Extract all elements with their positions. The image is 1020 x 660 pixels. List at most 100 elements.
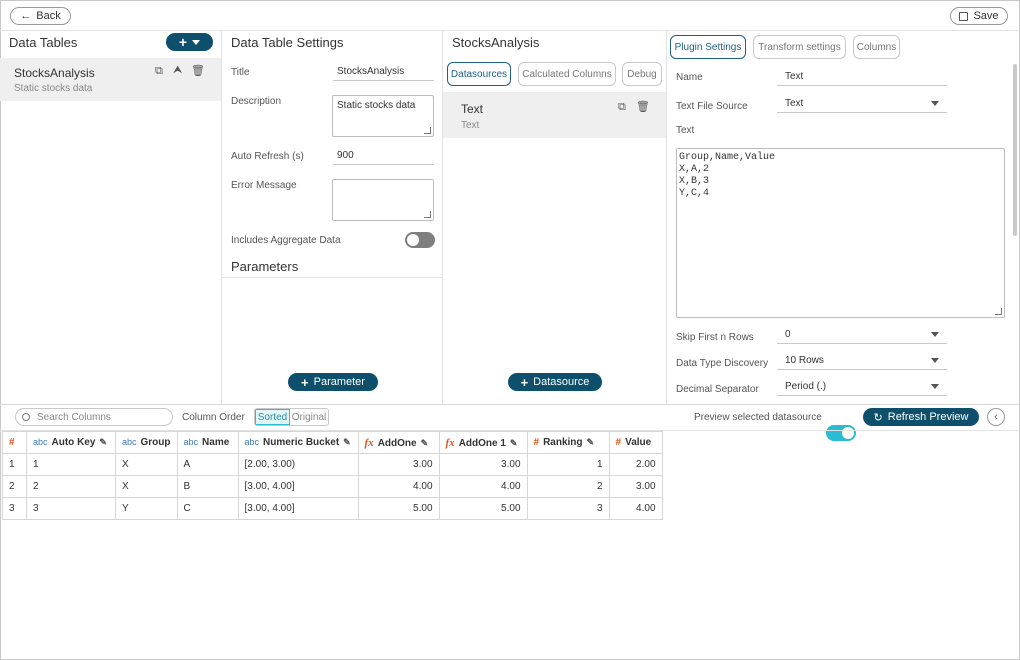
table-cell: 5.00 [357, 497, 440, 520]
table-cell: 3.00 [438, 453, 528, 476]
column-header-addone[interactable]: fx AddOne ✎ [357, 431, 440, 454]
search-icon [22, 413, 30, 421]
table-row: 2 2 X B [3.00, 4.00] 4.00 4.00 2 3.00 [2, 475, 663, 498]
plugin-scrollbar[interactable] [1013, 64, 1017, 236]
datasource-item[interactable]: Text Text ⧉ 🗑 [443, 92, 666, 138]
auto-refresh-input[interactable]: 900 [333, 150, 434, 165]
divider [442, 31, 443, 404]
pencil-icon[interactable]: ✎ [99, 437, 107, 447]
skip-rows-label: Skip First n Rows [676, 332, 754, 343]
column-order-toggle[interactable]: Sorted Original [254, 408, 329, 426]
text-type-icon: abc [183, 437, 199, 447]
plus-icon: + [520, 374, 529, 390]
pencil-icon[interactable]: ✎ [420, 437, 429, 448]
divider [222, 277, 442, 278]
decimal-separator-select[interactable]: Period (.) [777, 381, 947, 396]
save-label: Save [973, 10, 999, 22]
back-button[interactable]: ← Back [10, 7, 71, 25]
row-number-cell: 1 [2, 453, 27, 476]
table-cell: X [115, 453, 178, 476]
preview-selected-toggle[interactable] [826, 425, 856, 441]
resize-grip-icon[interactable] [995, 308, 1002, 315]
trash-icon[interactable]: 🗑 [636, 101, 650, 113]
search-columns-box[interactable]: Search Columns [15, 408, 173, 426]
text-content-value: Group,Name,Value X,A,2 X,B,3 Y,C,4 [679, 152, 776, 199]
skip-rows-select[interactable]: 0 [777, 329, 947, 344]
table-cell: 3.00 [357, 453, 440, 476]
table-cell: [3.00, 4.00] [237, 497, 359, 520]
column-header-auto-key[interactable]: abc Auto Key ✎ [26, 431, 116, 454]
table-row: 1 1 X A [2.00, 3.00) 3.00 3.00 1 2.00 [2, 453, 663, 476]
auto-refresh-label: Auto Refresh (s) [231, 151, 304, 162]
column-name: AddOne 1 [458, 437, 506, 449]
table-cell: 5.00 [438, 497, 528, 520]
datasource-panel-title: StocksAnalysis [452, 35, 540, 50]
decimal-separator-label: Decimal Separator [676, 384, 759, 395]
error-message-input[interactable] [332, 179, 434, 221]
collapse-chevron-left-icon[interactable]: ‹ [987, 408, 1005, 426]
text-type-icon: abc [33, 437, 48, 447]
column-header-name[interactable]: abc Name [176, 431, 239, 454]
table-cell: 1 [26, 453, 116, 476]
text-label: Text [676, 125, 695, 136]
refresh-preview-button[interactable]: ↻ Refresh Preview [863, 408, 979, 426]
resize-grip-icon[interactable] [424, 127, 431, 134]
plus-icon: + [301, 374, 309, 390]
title-input[interactable]: StocksAnalysis [333, 66, 434, 81]
upload-icon[interactable]: ⮝ [173, 64, 183, 76]
column-header-value[interactable]: # Value [608, 431, 663, 454]
add-datasource-button[interactable]: + Datasource [508, 373, 602, 391]
add-data-table-button[interactable]: + [166, 33, 213, 51]
type-discovery-value: 10 Rows [785, 355, 824, 366]
resize-grip-icon[interactable] [424, 211, 431, 218]
text-file-source-label: Text File Source [676, 101, 748, 112]
column-header-addone-1[interactable]: fx AddOne 1 ✎ [438, 431, 528, 454]
text-type-icon: abc [244, 437, 260, 447]
divider [666, 31, 667, 404]
grid-header-row: # abc Auto Key ✎ abc Group abc Name abc Numer… [2, 431, 663, 454]
text-content-area[interactable]: Group,Name,Value X,A,2 X,B,3 Y,C,4 [676, 148, 1005, 318]
add-parameter-button[interactable]: + Parameter [288, 373, 378, 391]
sorted-option[interactable]: Sorted [255, 409, 290, 425]
trash-icon[interactable]: 🗑 [191, 65, 205, 77]
datasource-name: Text [461, 102, 484, 116]
tab-datasources[interactable]: Datasources [447, 62, 511, 86]
error-message-label: Error Message [231, 180, 297, 191]
tab-plugin-settings[interactable]: Plugin Settings [670, 35, 746, 59]
name-input[interactable]: Text [777, 71, 947, 86]
description-label: Description [231, 96, 282, 107]
tab-transform-settings[interactable]: Transform settings [753, 35, 846, 59]
original-option[interactable]: Original [291, 411, 327, 423]
add-datasource-label: Datasource [533, 376, 590, 388]
copy-icon[interactable]: ⧉ [618, 101, 626, 113]
description-input[interactable]: Static stocks data [332, 95, 434, 137]
search-columns-input[interactable]: Search Columns [37, 411, 111, 423]
copy-icon[interactable]: ⧉ [155, 65, 163, 77]
type-discovery-select[interactable]: 10 Rows [777, 355, 947, 370]
column-name: AddOne [377, 437, 417, 449]
toggle-knob [842, 427, 854, 439]
text-type-icon: abc [122, 437, 137, 447]
pencil-icon[interactable]: ✎ [586, 437, 595, 447]
decimal-separator-value: Period (.) [785, 381, 827, 392]
table-row: 3 3 Y C [3.00, 4.00] 5.00 5.00 3 4.00 [2, 497, 663, 520]
table-cell: 1 [526, 453, 610, 476]
arrow-left-icon: ← [20, 10, 32, 22]
row-number-header: # [2, 431, 27, 454]
tab-calculated-columns[interactable]: Calculated Columns [518, 62, 616, 86]
table-cell: 3.00 [608, 475, 663, 498]
name-label: Name [676, 72, 703, 83]
description-value: Static stocks data [337, 100, 416, 111]
save-button[interactable]: Save [950, 7, 1008, 25]
column-header-numeric-bucket[interactable]: abc Numeric Bucket ✎ [237, 431, 359, 454]
column-header-group[interactable]: abc Group [115, 431, 178, 454]
aggregate-toggle[interactable] [405, 232, 435, 248]
column-header-ranking[interactable]: # Ranking ✎ [526, 431, 610, 454]
tab-debug[interactable]: Debug [622, 62, 662, 86]
pencil-icon[interactable]: ✎ [343, 437, 351, 447]
pencil-icon[interactable]: ✎ [509, 437, 518, 448]
refresh-icon: ↻ [873, 411, 883, 424]
text-file-source-select[interactable]: Text [777, 98, 947, 113]
data-table-item[interactable]: StocksAnalysis Static stocks data ⧉ ⮝ 🗑 [0, 58, 221, 101]
tab-columns[interactable]: Columns [853, 35, 900, 59]
